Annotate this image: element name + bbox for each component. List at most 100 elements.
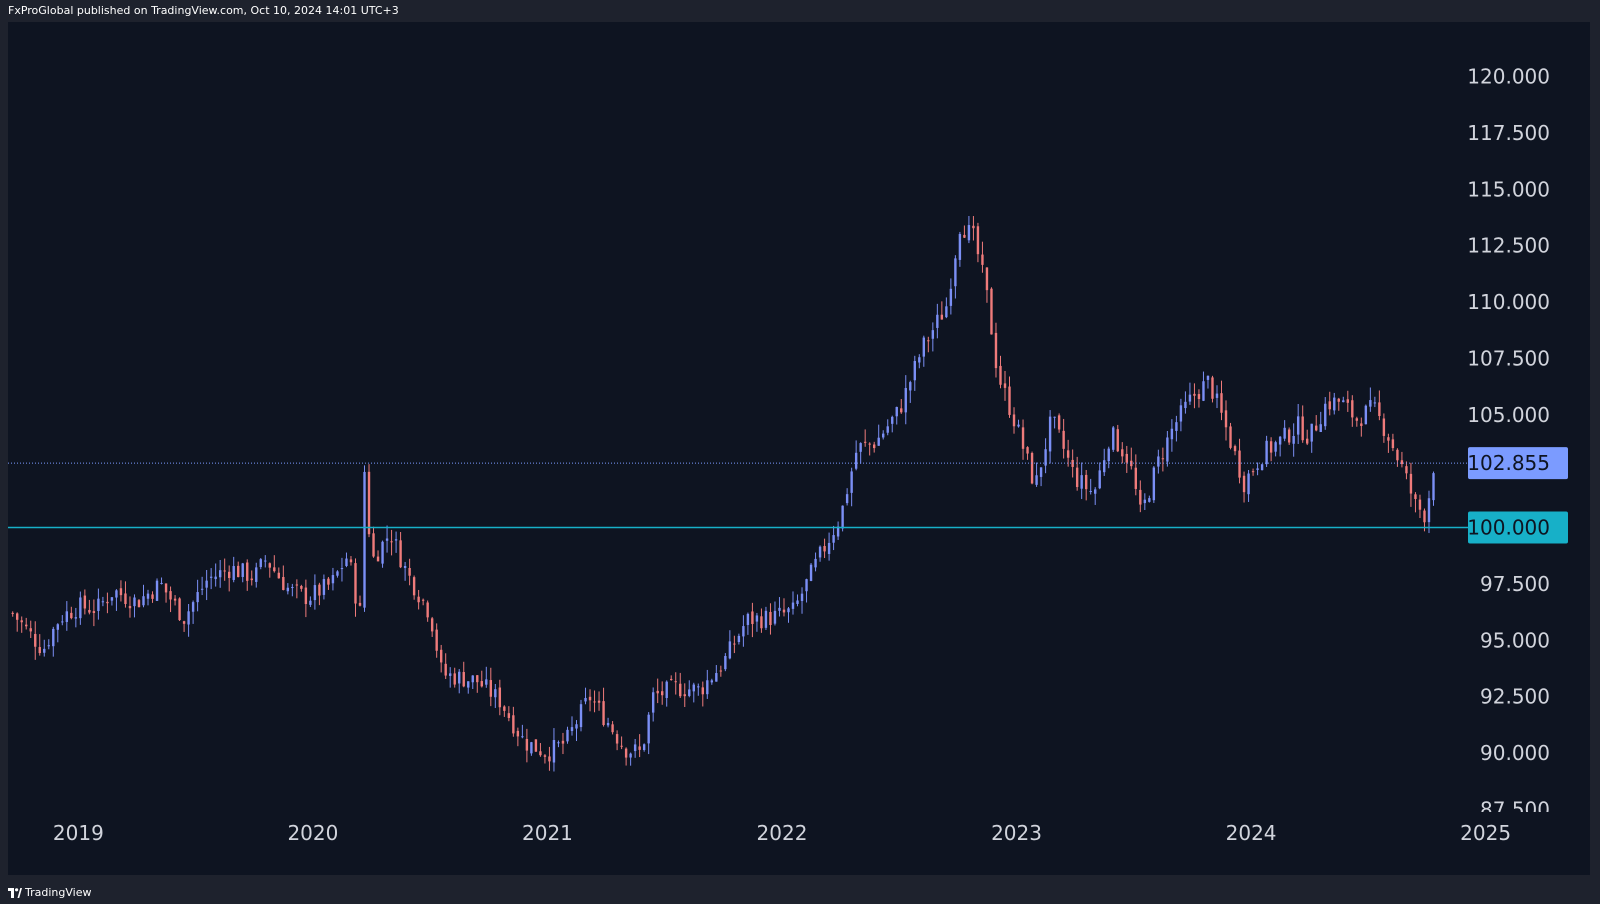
candle-body <box>83 595 87 609</box>
candle-body <box>1062 430 1065 449</box>
candle-body <box>674 681 677 683</box>
candle-body <box>458 671 461 684</box>
price-tick-label: 110.000 <box>1467 290 1550 314</box>
candle-body <box>471 675 474 683</box>
candle-body <box>11 612 14 614</box>
candle-body <box>1369 400 1372 407</box>
candle-body <box>656 690 659 694</box>
candle-body <box>800 593 804 601</box>
candle-body <box>1030 452 1034 484</box>
candle-body <box>1224 410 1228 428</box>
candle-body <box>160 582 163 584</box>
candle-body <box>651 692 655 713</box>
candle-body <box>70 612 73 619</box>
candle-body <box>480 681 483 687</box>
candle-body <box>575 724 578 729</box>
candle-body <box>615 734 619 744</box>
candle-body <box>417 596 420 603</box>
candle-body <box>999 365 1002 385</box>
candle-body <box>1112 427 1115 450</box>
candle-body <box>737 635 741 643</box>
candle-body <box>1251 471 1255 473</box>
candle-body <box>101 601 105 603</box>
candle-body <box>679 683 682 697</box>
candle-body <box>494 689 497 698</box>
candle-body <box>124 593 127 605</box>
candle-body <box>530 742 533 754</box>
candle-body <box>967 225 971 241</box>
time-axis[interactable]: 2019 2020 2021 2022 2023 2024 2025 <box>8 812 1590 875</box>
candle-body <box>56 624 59 630</box>
candle-body <box>29 628 32 632</box>
candle-body <box>665 681 668 699</box>
price-tick-label: 117.500 <box>1467 121 1550 145</box>
candle-body <box>733 643 736 645</box>
candle-body <box>286 587 290 592</box>
candle-body <box>1346 399 1349 403</box>
chart-panel[interactable]: 120.000 117.500 115.000 112.500 110.000 107.5… <box>8 22 1590 875</box>
candle-body <box>1152 467 1156 501</box>
candle-body <box>642 744 646 750</box>
candle-body <box>629 753 632 758</box>
candle-body <box>1197 394 1201 399</box>
year-tick-label: 2019 <box>53 821 104 845</box>
candle-body <box>408 567 411 576</box>
price-chart[interactable]: 120.000 117.500 115.000 112.500 110.000 107.5… <box>8 22 1590 875</box>
candle-body <box>282 577 285 590</box>
candle-body <box>1423 510 1426 523</box>
candle-body <box>318 584 321 596</box>
candle-body <box>683 694 686 697</box>
candle-body <box>1274 442 1277 452</box>
candle-body <box>827 542 831 554</box>
last-price-tag[interactable] <box>1468 447 1568 480</box>
candle-body <box>1342 400 1345 403</box>
candle-body <box>227 571 231 579</box>
candle-body <box>1008 386 1011 415</box>
candle-body <box>1373 402 1377 404</box>
candle-body <box>268 563 271 568</box>
candles <box>11 216 1435 772</box>
candle-body <box>205 580 208 588</box>
candle-body <box>237 565 240 578</box>
candle-body <box>412 577 416 596</box>
candle-body <box>1333 397 1336 411</box>
candle-body <box>336 571 339 576</box>
candle-body <box>399 540 402 568</box>
candle-body <box>1355 418 1359 421</box>
candle-body <box>223 570 226 572</box>
candle-body <box>363 471 366 608</box>
tradingview-logo[interactable]: TradingView <box>8 886 91 899</box>
candle-body <box>1220 393 1223 413</box>
candle-body <box>1161 458 1165 460</box>
level-tag[interactable] <box>1468 511 1568 544</box>
candle-body <box>1021 427 1025 449</box>
price-axis[interactable]: 120.000 117.500 115.000 112.500 110.000 107.5… <box>1467 65 1568 822</box>
candle-body <box>543 755 547 757</box>
candle-body <box>300 585 303 589</box>
candle-body <box>110 597 114 601</box>
candle-body <box>945 306 948 318</box>
candle-body <box>913 360 916 381</box>
candle-body <box>1315 425 1318 431</box>
candle-body <box>1075 467 1079 488</box>
candle-body <box>1238 450 1241 478</box>
candle-body <box>994 332 998 369</box>
candle-body <box>1098 470 1101 489</box>
candle-body <box>647 714 650 744</box>
candle-body <box>872 444 876 449</box>
candle-body <box>164 583 168 593</box>
candle-body <box>814 558 817 568</box>
candle-body <box>61 621 64 623</box>
candle-body <box>877 437 880 446</box>
candle-body <box>1130 460 1133 467</box>
candle-body <box>1035 475 1038 485</box>
candle-body <box>345 558 348 566</box>
candle-body <box>900 408 903 413</box>
candle-body <box>715 673 718 682</box>
candle-body <box>624 748 628 758</box>
candle-body <box>1048 416 1052 452</box>
candle-body <box>606 722 610 726</box>
candle-body <box>372 533 375 557</box>
candle-body <box>421 599 425 601</box>
price-tick-label: 97.500 <box>1480 572 1550 596</box>
